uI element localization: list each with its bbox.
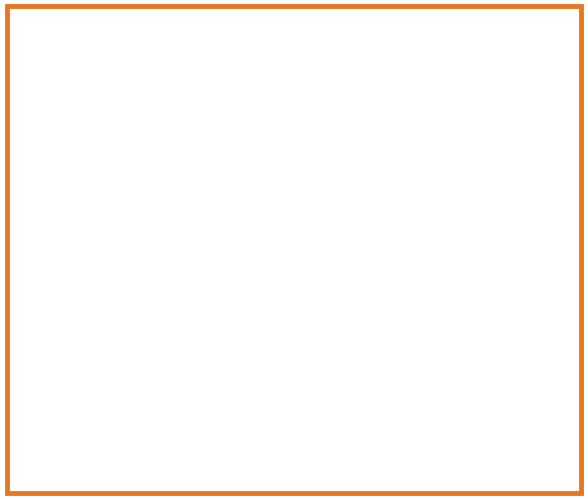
Text: $  2,422: $ 2,422 [340,298,385,308]
Text: 9,599: 9,599 [492,217,523,227]
Text: $   1,099: $ 1,099 [262,298,315,308]
Text: 212: 212 [503,239,523,250]
Text: Corporate-level activity: Corporate-level activity [24,411,151,422]
Text: 10,165: 10,165 [414,217,456,227]
Text: 2,325: 2,325 [280,320,315,331]
Text: 239: 239 [433,239,456,250]
Text: 2,867: 2,867 [492,171,523,181]
Text: Three Months Ended
June 30,: Three Months Ended June 30, [285,70,415,92]
Text: Revenue: Revenue [24,113,81,126]
Text: $21,763: $21,763 [473,434,523,444]
Text: $   6,073: $ 6,073 [261,434,315,444]
Text: 7,235: 7,235 [492,320,523,331]
Text: 6,324: 6,324 [354,194,385,204]
Text: $  26,764: $ 26,764 [398,434,456,444]
Text: (1,281): (1,281) [412,343,456,353]
Text: (252): (252) [356,389,385,399]
Text: 3,201: 3,201 [421,171,456,181]
Text: 848: 848 [433,389,456,399]
Text: (110): (110) [282,389,315,399]
Text: 7,213: 7,213 [280,194,315,204]
Text: 18,534: 18,534 [486,148,523,159]
Text: Microsoft Business Division: Microsoft Business Division [24,194,171,204]
Text: 4,128: 4,128 [354,366,385,376]
Text: Server and Tools: Server and Tools [24,320,113,331]
Text: 1,915: 1,915 [280,217,315,227]
Text: (1,474): (1,474) [346,411,385,422]
Text: 5,050: 5,050 [354,148,385,159]
Text: $    9,504: $ 9,504 [399,298,456,308]
Text: 5,502: 5,502 [280,148,315,159]
Text: (In millions)(Unaudited): (In millions)(Unaudited) [228,59,360,69]
Text: MICROSOFT CORPORATION: MICROSOFT CORPORATION [24,17,225,30]
Text: $  19,239: $ 19,239 [399,126,456,136]
Text: 735: 735 [365,171,385,181]
Text: Windows Division: Windows Division [24,126,119,136]
Text: (5,114): (5,114) [484,411,523,422]
Text: $  19,896: $ 19,896 [258,262,315,272]
Text: 24,724: 24,724 [413,194,456,204]
Text: $  4,152: $ 4,152 [340,126,385,136]
Text: 16,194: 16,194 [414,366,456,376]
Text: $  77,849: $ 77,849 [399,262,456,272]
Text: SEGMENT REVENUE AND OPERATING INCOME (LOSS): SEGMENT REVENUE AND OPERATING INCOME (LO… [146,46,442,56]
Text: 2013: 2013 [427,96,456,106]
Text: Unallocated and other: Unallocated and other [24,239,145,250]
Text: (6,665): (6,665) [412,411,456,422]
Text: Twelve Months Ended
June 30,: Twelve Months Ended June 30, [415,70,550,92]
Text: $11,555: $11,555 [479,298,523,308]
Text: 15,832: 15,832 [486,366,523,376]
Text: 1,781: 1,781 [354,217,385,227]
Text: 2012: 2012 [495,96,523,106]
Text: 2013: 2013 [286,96,315,106]
Text: $    192: $ 192 [340,434,385,444]
Text: Online Services Division: Online Services Division [24,343,155,353]
Text: Microsoft Business Division: Microsoft Business Division [24,366,171,376]
Text: 17: 17 [372,239,385,250]
Text: Entertainment and Devices Division: Entertainment and Devices Division [24,217,219,227]
Text: 2012: 2012 [357,96,385,106]
Text: 24,111: 24,111 [486,194,523,204]
Text: (8,125): (8,125) [484,343,523,353]
Text: 2,040: 2,040 [354,320,385,331]
Text: 4,873: 4,873 [280,366,315,376]
Text: Entertainment and Devices Division: Entertainment and Devices Division [24,389,219,399]
Text: (1,742): (1,742) [270,411,315,422]
Text: 20,281: 20,281 [414,148,456,159]
Text: Consolidated: Consolidated [24,262,115,272]
Text: 804: 804 [292,171,315,181]
Text: 380: 380 [503,389,523,399]
Text: (372): (372) [282,343,315,353]
Text: Server and Tools: Server and Tools [24,148,113,159]
Text: 8,164: 8,164 [421,320,456,331]
Text: Operating income (loss): Operating income (loss) [24,285,183,298]
Text: $18,400: $18,400 [478,126,523,136]
Text: $73,723: $73,723 [473,262,523,272]
Text: (6,672): (6,672) [346,343,385,353]
Text: Windows Division: Windows Division [24,298,119,308]
Text: $18,059: $18,059 [336,262,385,272]
Text: 51: 51 [299,239,315,250]
Text: $   4,411: $ 4,411 [261,126,315,136]
Text: Consolidated: Consolidated [24,434,115,444]
Text: Online Services Division: Online Services Division [24,171,155,181]
